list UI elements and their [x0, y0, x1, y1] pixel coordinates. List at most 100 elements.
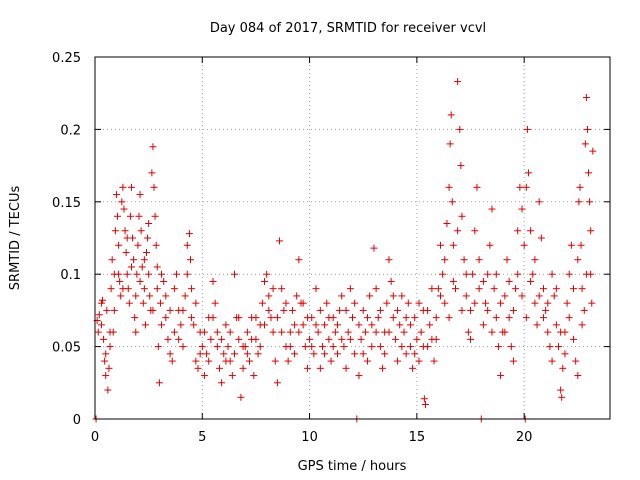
data-point — [355, 321, 363, 329]
data-point — [148, 169, 156, 177]
data-point — [539, 285, 547, 293]
data-point — [106, 328, 114, 336]
data-point — [421, 401, 429, 409]
y-tick-label: 0.2 — [60, 123, 81, 138]
data-point — [185, 230, 193, 238]
data-point — [583, 125, 591, 133]
y-tick-label: 0.15 — [52, 196, 81, 211]
data-point — [312, 321, 320, 329]
data-point — [509, 306, 517, 314]
data-point — [557, 386, 565, 394]
data-point — [581, 140, 589, 148]
data-point — [469, 270, 477, 278]
data-point — [559, 364, 567, 372]
data-point — [479, 277, 487, 285]
data-point — [131, 314, 139, 322]
data-point — [170, 328, 178, 336]
x-tick-label: 10 — [301, 430, 318, 445]
data-point — [548, 357, 556, 365]
data-point — [222, 321, 230, 329]
data-point — [263, 270, 271, 278]
data-point — [149, 143, 157, 151]
data-point — [200, 328, 208, 336]
data-point — [146, 292, 154, 300]
data-point — [396, 321, 404, 329]
data-point — [256, 343, 264, 351]
data-point — [488, 205, 496, 213]
data-point — [434, 285, 442, 293]
data-point — [342, 364, 350, 372]
data-point — [269, 328, 277, 336]
data-point — [252, 314, 260, 322]
data-point — [558, 393, 566, 401]
data-point — [183, 241, 191, 249]
data-point — [385, 256, 393, 264]
x-tick-label: 20 — [516, 430, 533, 445]
data-point — [155, 379, 163, 387]
data-point — [228, 372, 236, 380]
data-point — [430, 357, 438, 365]
data-point — [475, 256, 483, 264]
data-point — [563, 299, 571, 307]
data-point — [192, 357, 200, 365]
data-point — [325, 335, 333, 343]
data-point — [402, 350, 410, 358]
data-point — [179, 343, 187, 351]
data-point — [119, 183, 127, 191]
data-point — [121, 227, 129, 235]
data-point — [107, 285, 115, 293]
data-point — [454, 78, 462, 86]
data-point — [522, 183, 530, 191]
data-point — [286, 343, 294, 351]
data-point — [448, 198, 456, 206]
data-point — [413, 335, 421, 343]
data-point — [544, 328, 552, 336]
data-point — [447, 111, 455, 119]
data-point — [452, 285, 459, 293]
data-point — [329, 343, 337, 351]
data-point — [235, 314, 243, 322]
data-point — [428, 285, 436, 293]
data-point — [456, 125, 464, 133]
data-point — [254, 350, 262, 358]
data-point — [527, 227, 535, 235]
data-point — [471, 299, 479, 307]
data-point — [224, 343, 232, 351]
data-point — [385, 328, 393, 336]
data-point — [567, 241, 575, 249]
data-point — [492, 314, 500, 322]
data-point — [383, 299, 391, 307]
data-point — [140, 256, 148, 264]
data-point — [141, 321, 149, 329]
data-point — [103, 306, 111, 314]
data-point — [565, 270, 573, 278]
y-tick-label: 0 — [73, 413, 81, 428]
y-axis-label: SRMTID / TECUs — [8, 186, 23, 291]
data-point — [342, 306, 350, 314]
data-point — [355, 372, 363, 380]
data-point — [518, 205, 526, 213]
data-point — [299, 299, 307, 307]
data-point — [497, 372, 505, 380]
data-point — [580, 306, 588, 314]
y-tick-label: 0.1 — [60, 268, 81, 283]
data-point — [361, 328, 369, 336]
data-point — [516, 183, 524, 191]
data-point — [420, 395, 428, 403]
data-point — [462, 292, 470, 300]
data-point — [230, 350, 238, 358]
data-point — [441, 299, 449, 307]
data-point — [446, 140, 454, 148]
data-point — [370, 244, 378, 252]
data-point — [126, 212, 134, 220]
data-point — [110, 306, 118, 314]
data-point — [366, 292, 374, 300]
data-point — [276, 237, 284, 245]
data-point — [102, 350, 110, 358]
data-point — [111, 227, 119, 235]
data-point — [531, 256, 539, 264]
data-point — [484, 306, 492, 314]
data-point — [170, 285, 178, 293]
data-point — [419, 343, 427, 351]
data-point — [295, 328, 303, 336]
